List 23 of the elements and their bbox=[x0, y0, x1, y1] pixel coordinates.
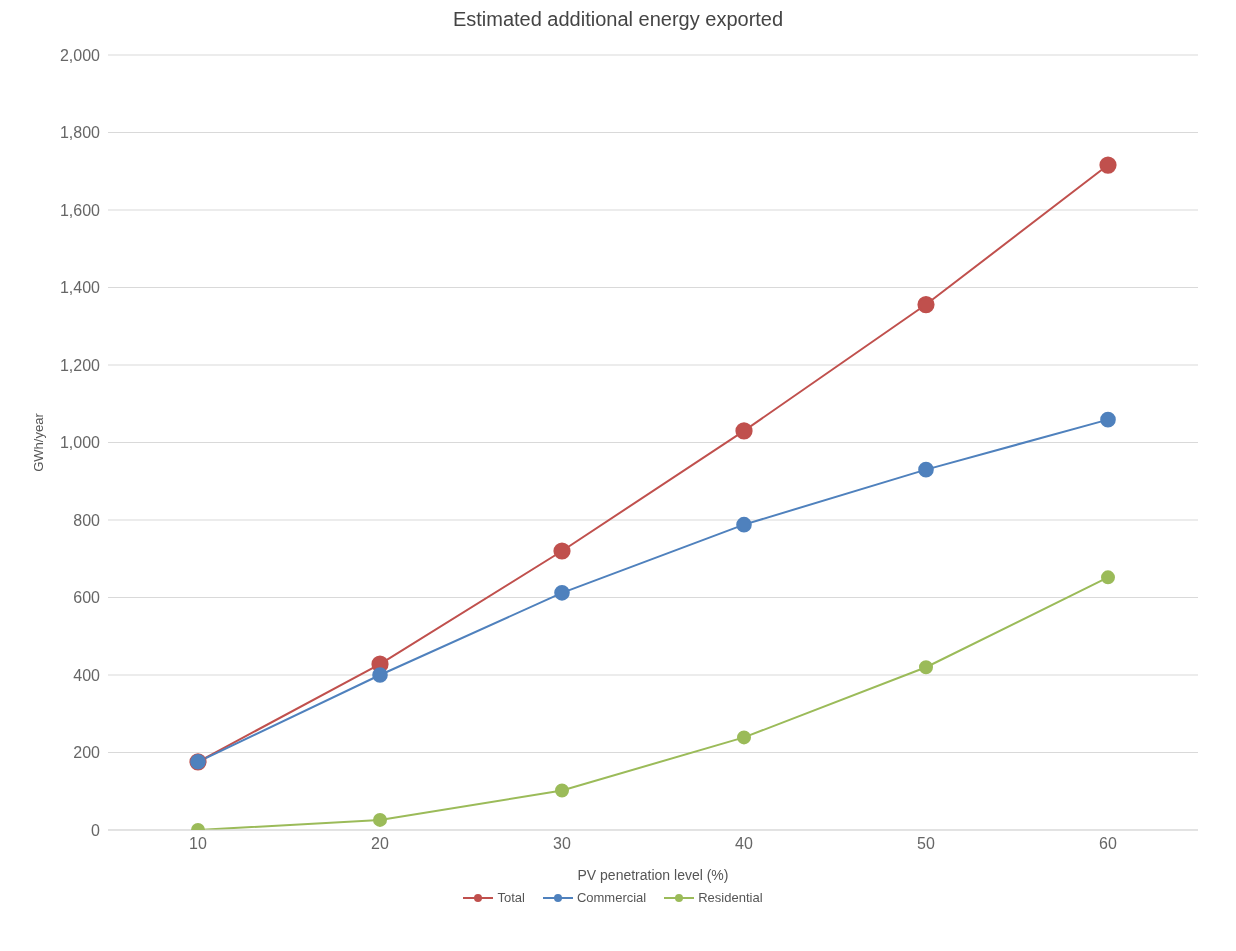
y-tick-label: 1,400 bbox=[59, 279, 101, 297]
x-tick-label: 20 bbox=[371, 835, 389, 853]
x-tick-label: 50 bbox=[917, 835, 935, 853]
y-tick-label: 1,200 bbox=[59, 356, 101, 374]
y-tick-label: 800 bbox=[73, 511, 101, 529]
chart-title: Estimated additional energy exported bbox=[451, 8, 785, 31]
y-tick-label: 1,000 bbox=[59, 434, 101, 452]
x-tick-label: 30 bbox=[553, 835, 571, 853]
x-tick-label: 60 bbox=[1099, 835, 1117, 853]
y-tick-label: 400 bbox=[73, 666, 101, 684]
x-axis-title: PV penetration level (%) bbox=[577, 867, 729, 883]
y-tick-label: 1,600 bbox=[59, 201, 101, 219]
legend-label: Residential bbox=[697, 890, 763, 905]
x-tick-label: 40 bbox=[735, 835, 753, 853]
y-tick-label: 2,000 bbox=[59, 46, 101, 64]
x-tick-label: 10 bbox=[189, 835, 207, 853]
y-tick-label: 1,800 bbox=[59, 124, 101, 142]
y-axis-title: GWh/year bbox=[30, 412, 46, 472]
y-tick-label: 0 bbox=[91, 821, 101, 839]
y-tick-label: 200 bbox=[73, 744, 101, 762]
legend-label: Total bbox=[496, 890, 525, 905]
legend-label: Commercial bbox=[575, 890, 647, 905]
y-tick-label: 600 bbox=[73, 589, 101, 607]
